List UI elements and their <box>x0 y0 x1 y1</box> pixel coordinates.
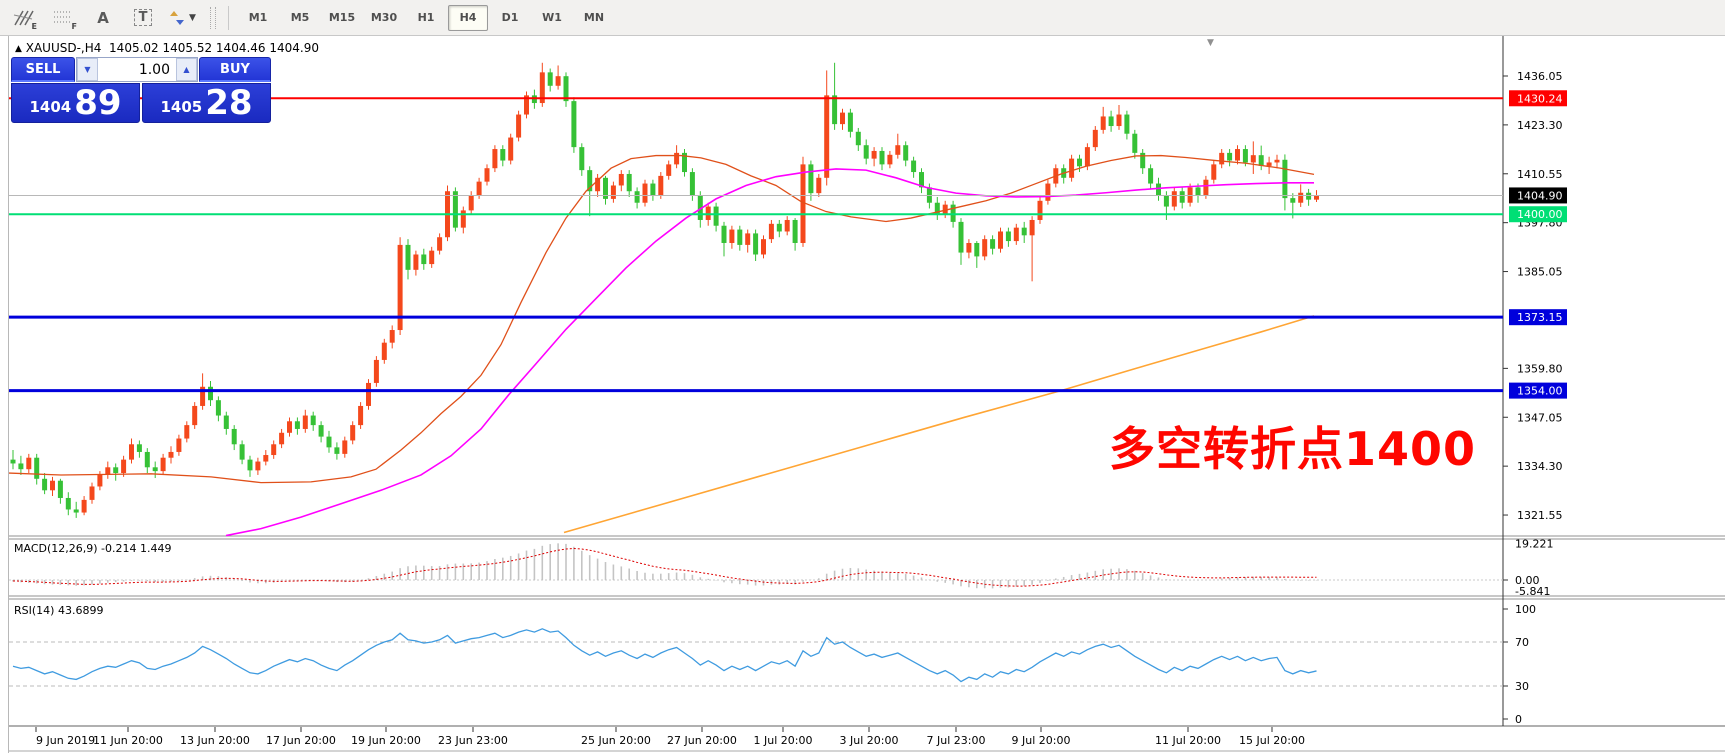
svg-text:19.221: 19.221 <box>1515 537 1554 550</box>
collapse-arrow-icon[interactable]: ▲ <box>15 44 22 54</box>
timeframe-button-h1[interactable]: H1 <box>417 11 435 24</box>
grid-f-icon[interactable]: F <box>54 11 77 31</box>
svg-text:100: 100 <box>1515 603 1536 616</box>
chart-window: 1436.05 1423.30 1410.55 1397.80 1385.05 1359.… <box>8 36 1725 753</box>
toolbar: E F A T ▼ M1 M5 M15 M30 H1 H4 D1 W1 MN <box>0 0 1725 36</box>
chart-canvas[interactable]: 1436.051423.301410.551397.801385.051359.… <box>9 36 1725 753</box>
volume-up-button[interactable]: ▲ <box>176 58 197 81</box>
svg-text:7 Jul 23:00: 7 Jul 23:00 <box>927 734 986 747</box>
chart-title: ▲ XAUUSD-,H4 1405.02 1405.52 1404.46 140… <box>15 41 319 55</box>
timeframe-bar: M1 M5 M15 M30 H1 H4 D1 W1 MN <box>237 4 615 31</box>
bid-price-box[interactable]: 1404 89 <box>11 83 140 123</box>
svg-text:0: 0 <box>1515 713 1522 726</box>
volume-down-button[interactable]: ▼ <box>77 58 98 81</box>
timeframe-button-m30[interactable]: M30 <box>370 11 398 24</box>
timeframe-button-m5[interactable]: M5 <box>290 11 310 24</box>
symbol-name: XAUUSD-,H4 <box>25 41 102 55</box>
svg-text:27 Jun 20:00: 27 Jun 20:00 <box>667 734 737 747</box>
volume-spinner: ▼ 1.00 ▲ <box>76 57 198 82</box>
toolbar-grip <box>210 6 216 29</box>
svg-text:11 Jun 20:00: 11 Jun 20:00 <box>93 734 163 747</box>
chart-annotation-text: 多空转折点1400 <box>1109 422 1477 476</box>
svg-text:70: 70 <box>1515 636 1529 649</box>
svg-text:-5.841: -5.841 <box>1515 585 1550 598</box>
rsi-label: RSI(14) 43.6899 <box>14 604 104 617</box>
svg-text:9 Jun 2019: 9 Jun 2019 <box>36 734 95 747</box>
svg-text:19 Jun 20:00: 19 Jun 20:00 <box>351 734 421 747</box>
svg-text:17 Jun 20:00: 17 Jun 20:00 <box>266 734 336 747</box>
bid-price-small: 1404 <box>29 98 72 116</box>
text-a-icon[interactable]: A <box>97 8 109 27</box>
svg-text:9 Jul 20:00: 9 Jul 20:00 <box>1012 734 1071 747</box>
chart-frame <box>9 36 1725 752</box>
svg-text:1410.55: 1410.55 <box>1517 168 1563 181</box>
svg-text:1321.55: 1321.55 <box>1517 509 1563 522</box>
horizontal-lines-layer[interactable] <box>9 97 1503 393</box>
svg-text:1334.30: 1334.30 <box>1517 460 1563 473</box>
svg-text:1436.05: 1436.05 <box>1517 70 1563 83</box>
svg-text:15 Jul 20:00: 15 Jul 20:00 <box>1239 734 1305 747</box>
buy-button[interactable]: BUY <box>199 57 271 82</box>
chart-shift-marker-icon[interactable]: ▼ <box>1207 38 1214 48</box>
candles-layer <box>10 62 1319 518</box>
macd-layer <box>9 543 1503 589</box>
text-box-icon[interactable]: T <box>126 5 160 31</box>
ask-price-small: 1405 <box>160 98 203 116</box>
timeframe-button-m1[interactable]: M1 <box>248 11 268 24</box>
svg-text:30: 30 <box>1515 680 1529 693</box>
chart-hatch-icon[interactable]: E <box>6 5 40 31</box>
svg-text:1347.05: 1347.05 <box>1517 411 1563 424</box>
axes-layer: 1436.051423.301410.551397.801385.051359.… <box>35 70 1567 747</box>
svg-text:1430.24: 1430.24 <box>1517 92 1563 105</box>
macd-label: MACD(12,26,9) -0.214 1.449 <box>14 542 172 555</box>
svg-text:1400.00: 1400.00 <box>1517 208 1563 221</box>
ask-price-big: 28 <box>205 83 253 123</box>
svg-text:1385.05: 1385.05 <box>1517 266 1563 279</box>
svg-text:13 Jun 20:00: 13 Jun 20:00 <box>180 734 250 747</box>
timeframe-button-h4[interactable]: H4 <box>448 4 488 31</box>
arrows-style-icon[interactable]: ▼ <box>166 5 200 31</box>
svg-text:3 Jul 20:00: 3 Jul 20:00 <box>840 734 899 747</box>
svg-text:1373.15: 1373.15 <box>1517 311 1563 324</box>
svg-text:1423.30: 1423.30 <box>1517 119 1563 132</box>
timeframe-button-m15[interactable]: M15 <box>328 11 356 24</box>
one-click-trading-panel: SELL ▼ 1.00 ▲ BUY 1404 89 1405 28 <box>11 57 271 123</box>
timeframe-button-mn[interactable]: MN <box>583 11 605 24</box>
chevron-down-icon: ▼ <box>189 12 196 23</box>
toolbar-separator <box>228 5 229 30</box>
timeframe-button-d1[interactable]: D1 <box>501 11 519 24</box>
svg-text:11 Jul 20:00: 11 Jul 20:00 <box>1155 734 1221 747</box>
svg-text:1404.90: 1404.90 <box>1517 189 1563 202</box>
svg-text:1359.80: 1359.80 <box>1517 362 1563 375</box>
sell-button[interactable]: SELL <box>11 57 75 82</box>
svg-text:25 Jun 20:00: 25 Jun 20:00 <box>581 734 651 747</box>
ohlc-values: 1405.02 1405.52 1404.46 1404.90 <box>109 41 319 55</box>
volume-input[interactable]: 1.00 <box>138 61 170 78</box>
svg-text:23 Jun 23:00: 23 Jun 23:00 <box>438 734 508 747</box>
svg-text:1 Jul 20:00: 1 Jul 20:00 <box>754 734 813 747</box>
svg-text:0.00: 0.00 <box>1515 574 1540 587</box>
ask-price-box[interactable]: 1405 28 <box>142 83 271 123</box>
timeframe-button-w1[interactable]: W1 <box>542 11 562 24</box>
bid-price-big: 89 <box>74 83 122 123</box>
svg-text:1354.00: 1354.00 <box>1517 385 1563 398</box>
rsi-layer <box>9 628 1503 687</box>
